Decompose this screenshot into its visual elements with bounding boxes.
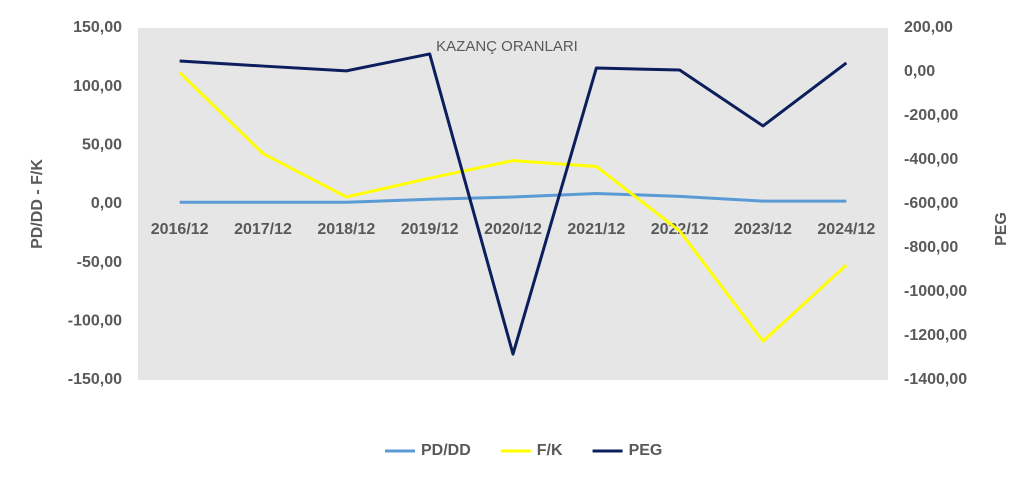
x-tick-label: 2023/12 <box>734 221 792 238</box>
y2-tick-label: 0,00 <box>904 63 935 80</box>
x-tick-label: 2020/12 <box>484 221 542 238</box>
legend-label: PEG <box>629 442 663 459</box>
x-tick-label: 2019/12 <box>401 221 459 238</box>
y2-axis-label: PEG <box>993 212 1010 246</box>
y2-tick-label: -400,00 <box>904 151 958 168</box>
series-line <box>178 71 848 343</box>
y-tick-label: -50,00 <box>77 254 122 271</box>
y-tick-label: 50,00 <box>82 137 122 154</box>
y2-tick-label: -600,00 <box>904 195 958 212</box>
y-tick-label: -100,00 <box>68 313 122 330</box>
y2-tick-label: -1400,00 <box>904 371 967 388</box>
x-tick-label: 2017/12 <box>234 221 292 238</box>
y2-tick-label: 200,00 <box>904 19 953 36</box>
chart-title: KAZANÇ ORANLARI <box>436 38 578 55</box>
x-tick-label: 2024/12 <box>817 221 875 238</box>
y-tick-label: 150,00 <box>73 19 122 36</box>
legend-label: PD/DD <box>421 442 471 459</box>
x-tick-label: 2021/12 <box>567 221 625 238</box>
legend-label: F/K <box>537 442 563 459</box>
series-line <box>179 52 848 356</box>
plot-area <box>138 28 888 380</box>
y-tick-label: -150,00 <box>68 371 122 388</box>
y-axis-label: PD/DD - F/K <box>29 159 46 249</box>
y2-tick-label: -1200,00 <box>904 327 967 344</box>
y2-tick-label: -1000,00 <box>904 283 967 300</box>
y2-tick-label: -200,00 <box>904 107 958 124</box>
x-tick-label: 2016/12 <box>151 221 209 238</box>
x-tick-label: 2018/12 <box>317 221 375 238</box>
y2-tick-label: -800,00 <box>904 239 958 256</box>
y-tick-label: 100,00 <box>73 78 122 95</box>
series-line <box>179 191 847 204</box>
y-tick-label: 0,00 <box>91 195 122 212</box>
